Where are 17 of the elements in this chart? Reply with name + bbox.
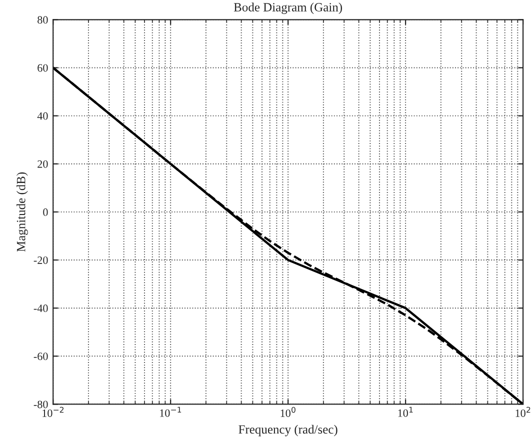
y-tick-label: -20 (34, 256, 48, 264)
y-tick-label: 60 (38, 64, 48, 72)
y-tick-label: 80 (38, 16, 48, 24)
y-tick-label: -60 (34, 352, 48, 360)
x-axis-title: Frequency (rad/sec) (238, 424, 338, 436)
y-axis-title: Magnitude (dB) (16, 172, 28, 252)
chart-title: Bode Diagram (Gain) (234, 2, 342, 14)
x-tick-label: 10$^{0}$ (280, 406, 296, 417)
y-tick-label: 0 (43, 208, 48, 216)
x-tick-label: 10$^{−2}$ (42, 406, 64, 417)
y-tick-label: -40 (34, 304, 48, 312)
x-tick-label: 10$^{1}$ (398, 406, 413, 417)
y-tick-label: -80 (34, 400, 48, 408)
y-tick-label: 20 (38, 160, 48, 168)
y-tick-label: 40 (37, 112, 48, 120)
x-tick-label: 10$^{2}$ (516, 406, 530, 417)
x-tick-label: 10$^{−1}$ (160, 406, 182, 417)
